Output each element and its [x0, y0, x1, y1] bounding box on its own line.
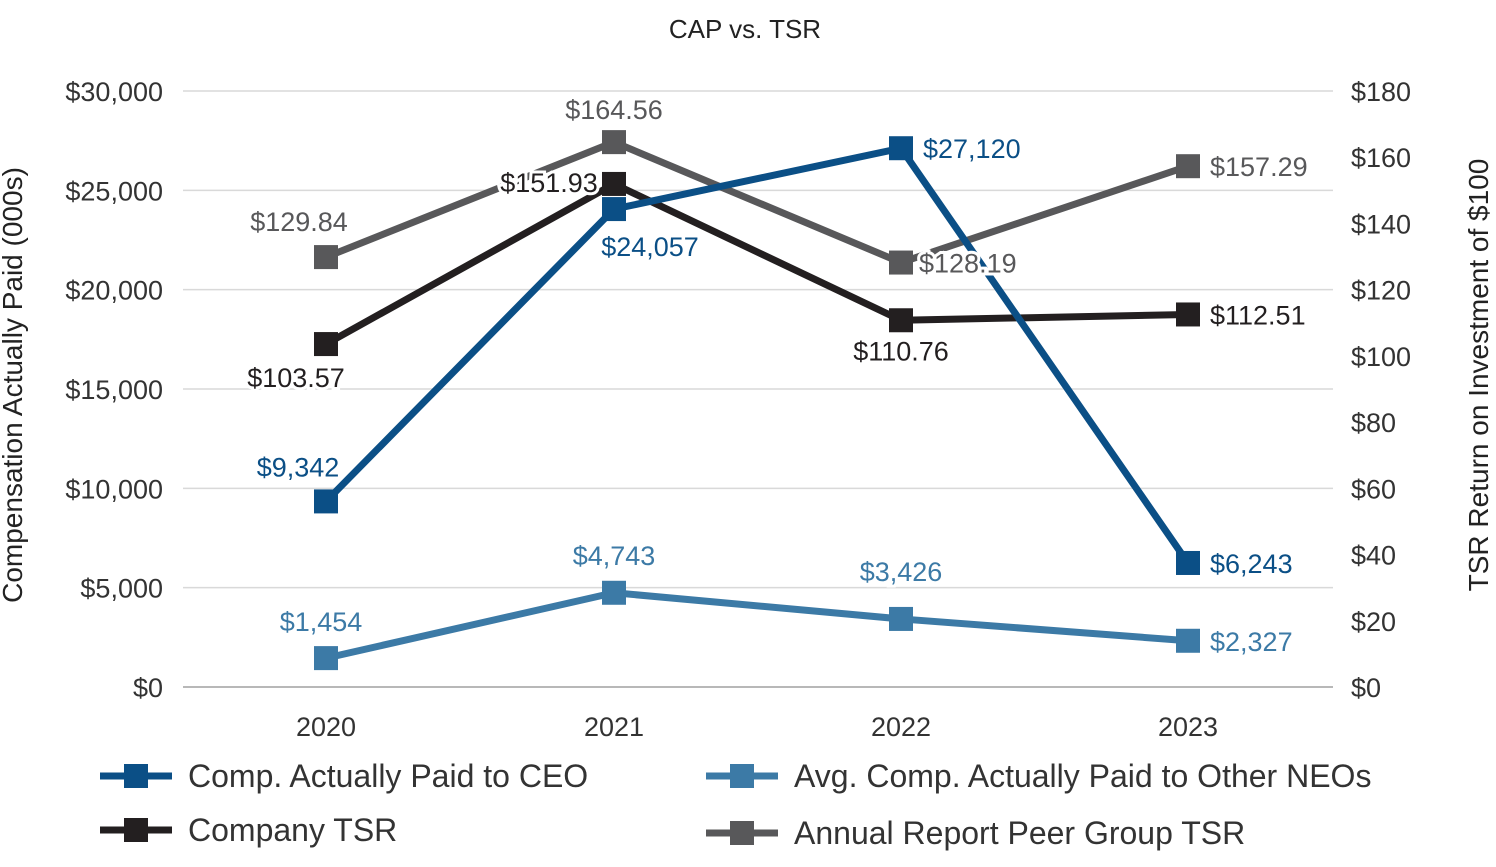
series — [314, 130, 1200, 671]
left-tick-label: $25,000 — [65, 176, 163, 206]
annual-report-peer-group-tsr-data-label: $157.29 — [1210, 152, 1308, 182]
legend-swatch-marker — [730, 764, 754, 788]
left-tick-label: $5,000 — [80, 574, 163, 604]
avg-comp-actually-paid-to-other-neos-data-label: $1,454 — [280, 607, 363, 637]
legend-swatch-marker — [124, 764, 148, 788]
legend-item-company-tsr: Company TSR — [100, 812, 397, 848]
legend-swatch-marker — [730, 821, 754, 845]
avg-comp-actually-paid-to-other-neos-data-label: $4,743 — [573, 541, 656, 571]
company-tsr-line — [324, 180, 1189, 348]
comp-actually-paid-to-ceo-line — [323, 144, 1191, 565]
legend-item-annual-report-peer-group-tsr: Annual Report Peer Group TSR — [706, 815, 1245, 851]
avg-comp-actually-paid-to-other-neos-marker — [889, 606, 913, 631]
data-labels: $129.84 $164.56 $128.19 $157.29 $103.57 $151.… — [244, 92, 1310, 660]
right-tick-label: $20 — [1351, 607, 1396, 637]
right-tick-label: $160 — [1351, 143, 1411, 173]
grid-lines — [183, 90, 1333, 688]
x-tick-label: 2021 — [584, 712, 644, 742]
comp-actually-paid-to-ceo-marker — [889, 136, 913, 161]
x-tick-label: 2020 — [296, 712, 356, 742]
legend-label: Comp. Actually Paid to CEO — [188, 758, 588, 794]
comp-actually-paid-to-ceo-data-label: $9,342 — [257, 452, 340, 482]
comp-actually-paid-to-ceo-marker — [602, 197, 626, 222]
company-tsr-marker — [602, 171, 626, 196]
right-axis-title: TSR Return on Investment of $100 — [1463, 159, 1494, 592]
avg-comp-actually-paid-to-other-neos-data-label: $3,426 — [860, 557, 943, 587]
company-tsr-data-label: $110.76 — [853, 336, 949, 366]
comp-actually-paid-to-ceo-marker — [314, 489, 338, 514]
legend-item-avg-comp-actually-paid-to-other-neos: Avg. Comp. Actually Paid to Other NEOs — [706, 758, 1371, 794]
right-tick-label: $180 — [1351, 77, 1411, 107]
annual-report-peer-group-tsr-line — [324, 138, 1190, 267]
left-tick-label: $15,000 — [65, 375, 163, 405]
right-tick-label: $140 — [1351, 209, 1411, 239]
comp-actually-paid-to-ceo-marker — [1176, 550, 1200, 575]
left-tick-label: $30,000 — [65, 77, 163, 107]
avg-comp-actually-paid-to-other-neos-line — [325, 589, 1189, 662]
right-tick-label: $40 — [1351, 541, 1396, 571]
avg-comp-actually-paid-to-other-neos-marker — [1176, 628, 1200, 653]
left-tick-label: $10,000 — [65, 474, 163, 504]
company-tsr-marker — [1176, 302, 1200, 327]
legend-label: Annual Report Peer Group TSR — [794, 815, 1245, 851]
company-tsr-marker — [314, 332, 338, 357]
legend-label: Company TSR — [188, 812, 397, 848]
annual-report-peer-group-tsr-marker — [314, 245, 338, 270]
chart-title: CAP vs. TSR — [669, 14, 821, 44]
annual-report-peer-group-tsr-data-label: $128.19 — [919, 249, 1017, 279]
axes: $0 $5,000 $10,000 $15,000 $20,000 $25,000 $30,… — [0, 77, 1494, 742]
right-tick-label: $120 — [1351, 276, 1411, 306]
x-tick-label: 2022 — [871, 712, 931, 742]
company-tsr-data-label: $103.57 — [247, 363, 345, 393]
company-tsr-marker — [889, 308, 913, 333]
comp-actually-paid-to-ceo-data-label: $6,243 — [1210, 549, 1293, 579]
left-tick-label: $0 — [133, 673, 163, 703]
legend: Comp. Actually Paid to CEO Avg. Comp. Act… — [100, 758, 1371, 851]
left-axis-title: Compensation Actually Paid (000s) — [0, 167, 28, 603]
right-tick-label: $0 — [1351, 673, 1381, 703]
right-tick-label: $80 — [1351, 408, 1396, 438]
company-tsr-data-label: $112.51 — [1210, 300, 1306, 330]
left-tick-label: $20,000 — [65, 276, 163, 306]
avg-comp-actually-paid-to-other-neos-data-label: $2,327 — [1210, 627, 1293, 657]
x-tick-label: 2023 — [1158, 712, 1218, 742]
annual-report-peer-group-tsr-data-label: $164.56 — [565, 95, 663, 125]
annual-report-peer-group-tsr-marker — [1176, 154, 1200, 179]
company-tsr-data-label: $151.93 — [500, 168, 598, 198]
comp-actually-paid-to-ceo-data-label: $24,057 — [601, 232, 699, 262]
comp-actually-paid-to-ceo-data-label: $27,120 — [923, 134, 1021, 164]
annual-report-peer-group-tsr-data-label: $129.84 — [250, 207, 348, 237]
avg-comp-actually-paid-to-other-neos-marker — [602, 580, 626, 605]
legend-item-comp-actually-paid-to-ceo: Comp. Actually Paid to CEO — [100, 758, 588, 794]
annual-report-peer-group-tsr-marker — [889, 250, 913, 275]
legend-label: Avg. Comp. Actually Paid to Other NEOs — [794, 758, 1371, 794]
right-tick-label: $100 — [1351, 342, 1411, 372]
legend-swatch-marker — [124, 818, 148, 842]
avg-comp-actually-paid-to-other-neos-marker — [314, 646, 338, 671]
right-tick-label: $60 — [1351, 474, 1396, 504]
annual-report-peer-group-tsr-marker — [602, 130, 626, 155]
